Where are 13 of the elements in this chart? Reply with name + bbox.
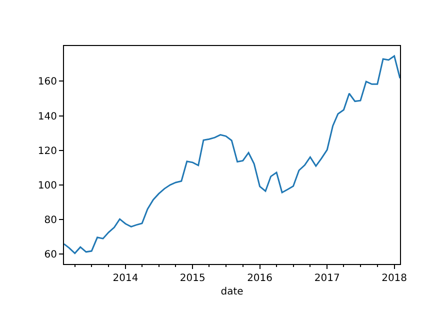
y-tick-label: 120 [38,146,57,157]
x-tick-label: 2016 [247,273,273,284]
x-axis-title: date [220,286,244,298]
y-tick-label: 60 [44,249,57,260]
y-tick-label: 160 [38,76,57,88]
x-tick-label: 2015 [180,273,206,284]
x-tick-label: 2017 [314,273,340,284]
x-tick-label: 2014 [112,273,138,284]
y-tick-label: 140 [38,111,57,122]
line-series [64,55,400,254]
x-tick-label: 2018 [382,273,408,284]
y-tick-label: 100 [38,180,57,192]
y-tick-label: 80 [44,214,57,226]
